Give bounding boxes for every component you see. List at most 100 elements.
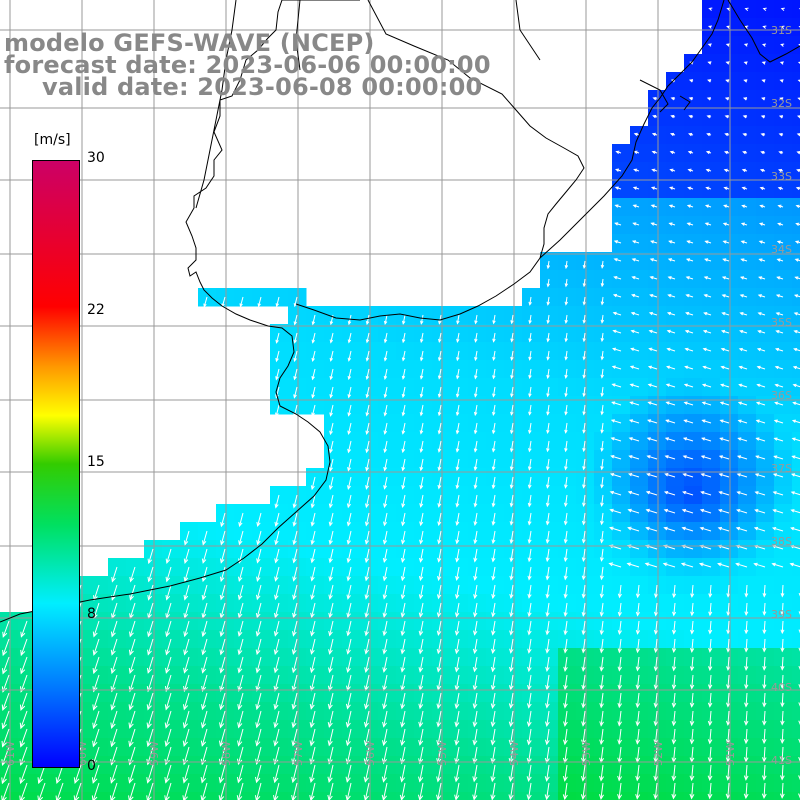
wind-arrow: [275, 548, 280, 563]
wind-arrow: [685, 366, 694, 370]
wind-arrow: [582, 512, 586, 525]
wind-arrow: [565, 296, 568, 305]
wind-arrow-head: [437, 575, 442, 582]
wind-arrow: [294, 296, 298, 307]
wind-arrow: [646, 509, 658, 514]
wind-arrow: [329, 530, 334, 544]
wind-arrow-head: [629, 383, 634, 387]
wind-arrow: [528, 710, 532, 727]
wind-arrow-head: [419, 393, 424, 399]
wind-arrow: [274, 656, 280, 673]
wind-arrow-head: [329, 394, 333, 399]
wind-arrow-head: [671, 739, 677, 745]
wind-arrow-head: [437, 412, 442, 417]
wind-arrow-head: [633, 168, 638, 172]
wind-arrow-head: [201, 540, 207, 546]
wind-arrow-head: [668, 222, 673, 226]
wind-arrow-head: [688, 132, 693, 137]
wind-arrow-head: [564, 448, 568, 453]
wind-arrow-head: [703, 294, 708, 298]
lat-label: 39S: [771, 608, 792, 621]
wind-arrow-head: [292, 612, 297, 619]
wind-arrow-head: [651, 168, 656, 172]
wind-arrow-head: [273, 667, 279, 674]
wind-arrow: [654, 782, 658, 799]
wind-arrow: [147, 656, 154, 673]
wind-arrow: [183, 728, 190, 747]
wind-arrow-head: [563, 684, 568, 691]
wind-arrow-head: [739, 276, 745, 280]
wind-arrow-head: [582, 356, 586, 361]
wind-arrow: [129, 728, 136, 747]
wind-arrow-head: [663, 490, 669, 495]
wind-arrow-head: [309, 649, 315, 655]
wind-arrow-head: [744, 720, 749, 726]
wind-arrow-head: [613, 258, 618, 262]
wind-arrow: [419, 728, 424, 745]
wind-arrow-head: [491, 539, 496, 545]
wind-cell: [630, 540, 649, 559]
wind-cell: [684, 126, 703, 145]
wind-arrow-head: [671, 648, 677, 654]
wind-cell: [702, 288, 721, 307]
wind-arrow: [347, 548, 352, 563]
wind-arrow-head: [201, 631, 207, 638]
wind-arrow-head: [55, 795, 62, 800]
wind-arrow: [2, 656, 10, 674]
wind-arrow: [685, 348, 694, 352]
wind-arrow: [329, 512, 334, 526]
wind-arrow-head: [581, 611, 586, 617]
wind-arrow-head: [627, 526, 632, 531]
wind-arrow: [647, 473, 658, 478]
wind-arrow: [38, 764, 46, 784]
wind-arrow-head: [92, 704, 98, 711]
wind-cell: [684, 486, 703, 505]
wind-arrow-head: [437, 448, 442, 453]
wind-cell: [648, 378, 667, 397]
wind-arrow-head: [773, 455, 778, 459]
wind-arrow: [166, 602, 172, 618]
wind-cell: [684, 306, 703, 325]
wind-arrow: [474, 548, 478, 562]
wind-arrow: [401, 584, 406, 599]
wind-arrow-head: [689, 720, 695, 727]
wind-arrow: [781, 602, 784, 615]
wind-arrow-head: [201, 558, 207, 564]
wind-arrow-head: [775, 312, 780, 316]
wind-arrow-head: [436, 721, 442, 728]
wind-arrow-head: [672, 611, 677, 617]
wind-arrow: [420, 494, 424, 507]
wind-arrow: [455, 674, 460, 690]
wind-arrow: [312, 314, 316, 325]
wind-arrow-head: [546, 338, 550, 343]
wind-cell: [702, 306, 721, 325]
wind-arrow-head: [418, 630, 424, 637]
wind-arrow-head: [19, 704, 26, 711]
wind-arrow-head: [454, 612, 460, 618]
wind-arrow: [184, 620, 190, 637]
wind-arrow-head: [780, 738, 785, 744]
wind-arrow: [547, 260, 550, 269]
wind-arrow: [631, 330, 640, 334]
wind-arrow: [737, 491, 748, 496]
wind-arrow-head: [456, 320, 460, 325]
wind-arrow-head: [743, 757, 749, 763]
wind-arrow: [618, 674, 622, 689]
wind-arrow: [347, 656, 352, 673]
wind-cell: [450, 792, 469, 800]
wind-arrow: [510, 404, 514, 415]
wind-arrow: [366, 386, 370, 398]
wind-arrow: [274, 620, 280, 636]
wind-arrow-head: [662, 562, 668, 567]
wind-arrow-head: [545, 612, 550, 618]
wind-arrow-head: [646, 437, 651, 441]
wind-arrow: [239, 512, 244, 527]
wind-arrow: [129, 674, 136, 692]
wind-arrow: [401, 602, 406, 617]
wind-arrow: [645, 563, 658, 568]
wind-arrow: [667, 348, 676, 352]
wind-arrow-head: [528, 356, 532, 361]
wind-cell: [738, 126, 757, 145]
wind-arrow-head: [237, 685, 243, 692]
wind-arrow: [547, 314, 550, 324]
